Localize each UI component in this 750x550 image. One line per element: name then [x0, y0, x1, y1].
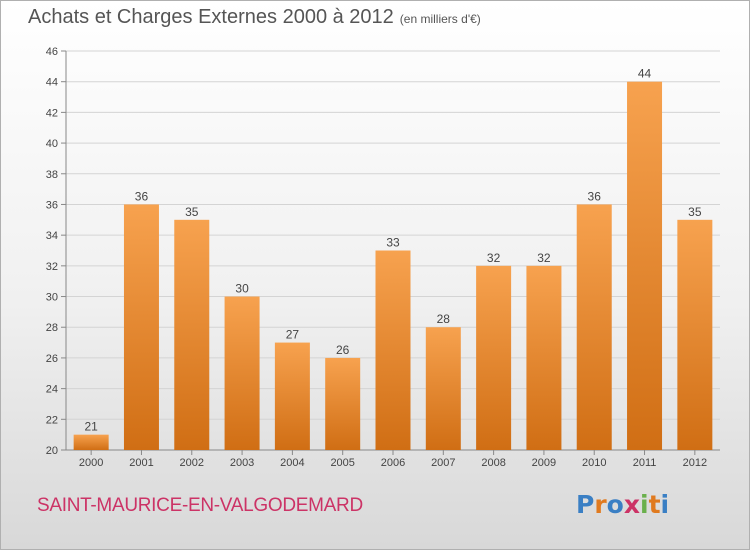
bar-2004: [274, 342, 310, 450]
y-tick-label: 44: [46, 77, 58, 89]
bar-2008: [476, 265, 512, 450]
value-label-2005: 26: [336, 343, 350, 357]
x-tick-label-2006: 2006: [381, 457, 405, 469]
y-tick-label: 46: [46, 46, 58, 58]
y-tick-label: 28: [46, 322, 58, 334]
x-tick-label-2002: 2002: [180, 457, 204, 469]
x-tick-label-2005: 2005: [330, 457, 354, 469]
logo-letter: r: [594, 490, 607, 519]
value-label-2002: 35: [185, 205, 199, 219]
title-text: Achats et Charges Externes 2000 à 2012: [28, 6, 394, 28]
x-tick-label-2000: 2000: [79, 457, 103, 469]
bar-2003: [224, 296, 260, 450]
y-tick-label: 20: [46, 445, 58, 457]
value-label-2009: 32: [537, 251, 551, 265]
logo-letter: P: [576, 490, 595, 519]
proxiti-logo[interactable]: Proxiti: [576, 490, 669, 519]
y-tick-label: 22: [46, 414, 58, 426]
x-tick-label-2004: 2004: [280, 457, 304, 469]
logo-letter: i: [660, 490, 670, 519]
bar-2010: [576, 204, 612, 450]
value-label-2004: 27: [286, 328, 300, 342]
bar-2005: [325, 357, 361, 450]
logo-letter: i: [640, 490, 649, 519]
x-tick-label-2011: 2011: [633, 457, 657, 469]
y-tick-label: 30: [46, 292, 58, 304]
value-label-2003: 30: [235, 282, 249, 296]
commune-name: SAINT-MAURICE-EN-VALGODEMARD: [37, 495, 363, 516]
y-tick-label: 38: [46, 169, 58, 181]
y-tick-label: 32: [46, 261, 58, 273]
x-tick-label-2012: 2012: [683, 457, 707, 469]
y-tick-label: 34: [46, 230, 58, 242]
value-label-2000: 21: [84, 420, 98, 434]
logo-letter: o: [606, 490, 624, 519]
x-tick-label-2001: 2001: [129, 457, 153, 469]
bar-2001: [123, 204, 159, 450]
x-tick-label-2007: 2007: [431, 457, 455, 469]
logo-letter: t: [648, 490, 661, 519]
y-tick-label: 40: [46, 138, 58, 150]
value-label-2001: 36: [135, 189, 149, 203]
bars: [73, 81, 713, 450]
value-label-2006: 33: [386, 236, 400, 250]
chart-title: Achats et Charges Externes 2000 à 2012 (e…: [28, 6, 481, 29]
bar-2011: [627, 81, 663, 450]
bar-2002: [174, 219, 210, 450]
title-unit: (en milliers d'€): [399, 12, 481, 26]
tick-labels: 20 22 24 26 28 30 32 34 36 38 40 42 44 46 2000 2001 2002…: [46, 46, 707, 469]
bar-2012: [677, 219, 713, 450]
value-label-2008: 32: [487, 251, 501, 265]
y-tick-label: 24: [46, 384, 58, 396]
y-tick-label: 42: [46, 107, 58, 119]
logo-letter: x: [623, 490, 640, 519]
bar-2009: [526, 265, 562, 450]
value-label-2011: 44: [638, 67, 652, 81]
x-tick-label-2009: 2009: [532, 457, 556, 469]
value-label-2010: 36: [588, 189, 602, 203]
y-tick-label: 26: [46, 353, 58, 365]
bar-2000: [73, 434, 109, 450]
value-labels: 21 36 35 30 27 26 33 28 32 32 36 44 35: [84, 67, 701, 434]
y-tick-label: 36: [46, 199, 58, 211]
bar-2006: [375, 250, 411, 450]
bar-2007: [425, 327, 461, 450]
x-tick-label-2008: 2008: [481, 457, 505, 469]
value-label-2012: 35: [688, 205, 702, 219]
value-label-2007: 28: [437, 312, 451, 326]
x-tick-label-2010: 2010: [582, 457, 606, 469]
x-tick-label-2003: 2003: [230, 457, 254, 469]
